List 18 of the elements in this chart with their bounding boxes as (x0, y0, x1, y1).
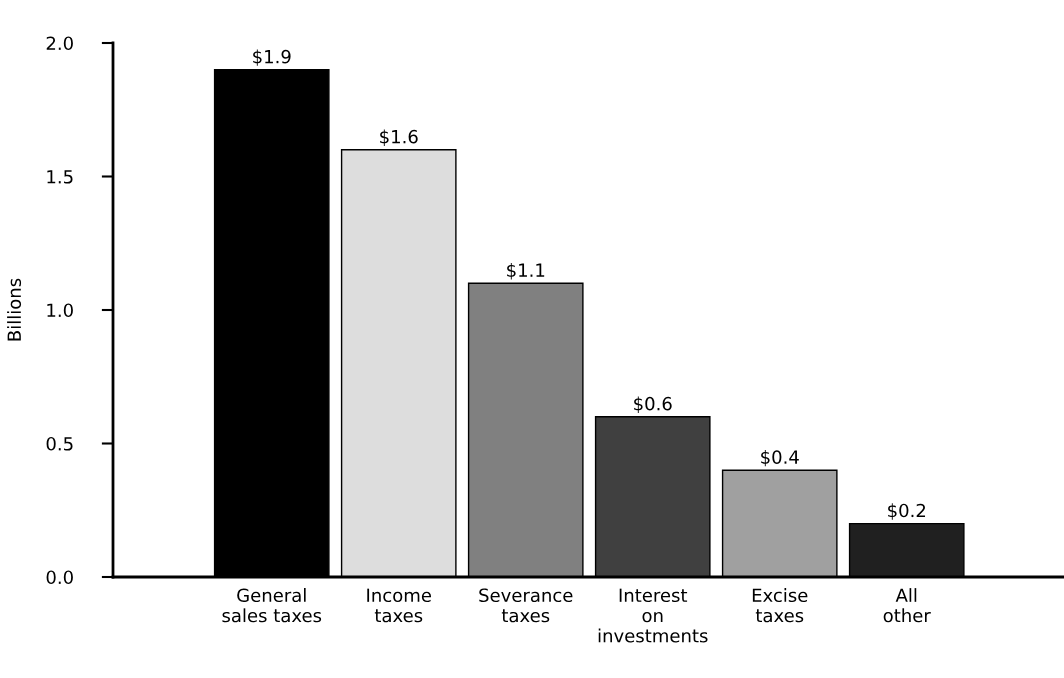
data-label: $1.1 (507, 263, 545, 280)
y-tick-label: 0.5 (46, 436, 73, 451)
x-tick-label: General sales taxes (222, 588, 322, 623)
y-tick-label: 2.0 (46, 36, 73, 51)
data-label: $0.2 (888, 503, 926, 520)
x-tick-label: Income taxes (367, 588, 431, 623)
data-label: $1.9 (253, 49, 291, 66)
y-tick-label: 1.0 (47, 303, 73, 318)
data-label: $1.6 (380, 129, 418, 146)
x-tick-label: Interest on investments (598, 588, 708, 643)
data-label: $0.4 (761, 449, 799, 467)
x-tick-label: Excise taxes (752, 588, 808, 623)
x-tick-label: All other (883, 588, 931, 623)
y-tick-label: 0.0 (46, 570, 73, 585)
x-tick-label: Severance taxes (479, 588, 573, 623)
y-tick-label: 1.5 (47, 170, 73, 184)
y-axis-title: Billions (7, 278, 22, 341)
data-label: $0.6 (634, 396, 672, 413)
